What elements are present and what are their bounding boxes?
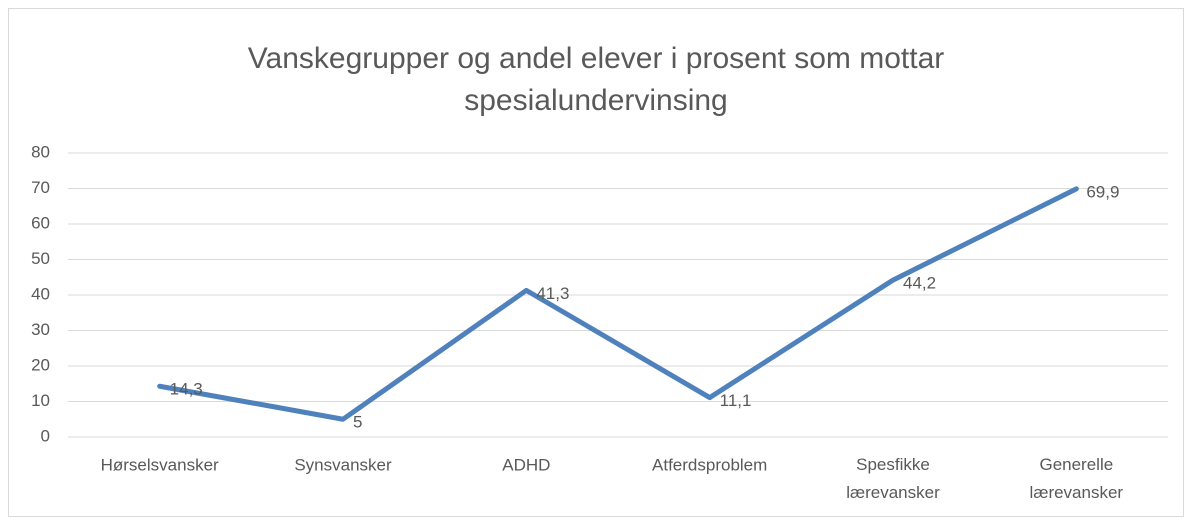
y-tick-label: 0: [41, 426, 50, 445]
data-label: 14,3: [170, 380, 203, 399]
data-label: 44,2: [903, 274, 936, 293]
chart-title: Vanskegrupper og andel elever i prosent …: [247, 42, 945, 117]
x-tick-label: Hørselsvansker: [101, 455, 219, 474]
x-tick-label: ADHD: [502, 455, 550, 474]
data-label: 5: [353, 413, 362, 432]
x-tick-label: Spesfikke lærevansker: [846, 455, 940, 502]
y-tick-label: 60: [31, 213, 50, 232]
y-tick-label: 50: [31, 249, 50, 268]
x-tick-label: Generelle lærevansker: [1030, 455, 1124, 502]
y-tick-label: 10: [31, 391, 50, 410]
x-tick-label: Atferdsproblem: [652, 455, 767, 474]
x-tick-label: Synsvansker: [294, 455, 392, 474]
y-tick-label: 40: [31, 284, 50, 303]
chart-border: [8, 8, 1184, 517]
data-label: 41,3: [536, 284, 569, 303]
y-tick-label: 20: [31, 355, 50, 374]
y-tick-label: 80: [31, 142, 50, 161]
data-line: [157, 186, 1079, 422]
data-label: 11,1: [720, 391, 752, 410]
y-tick-label: 30: [31, 320, 50, 339]
y-tick-label: 70: [31, 178, 50, 197]
data-label: 69,9: [1086, 182, 1119, 201]
